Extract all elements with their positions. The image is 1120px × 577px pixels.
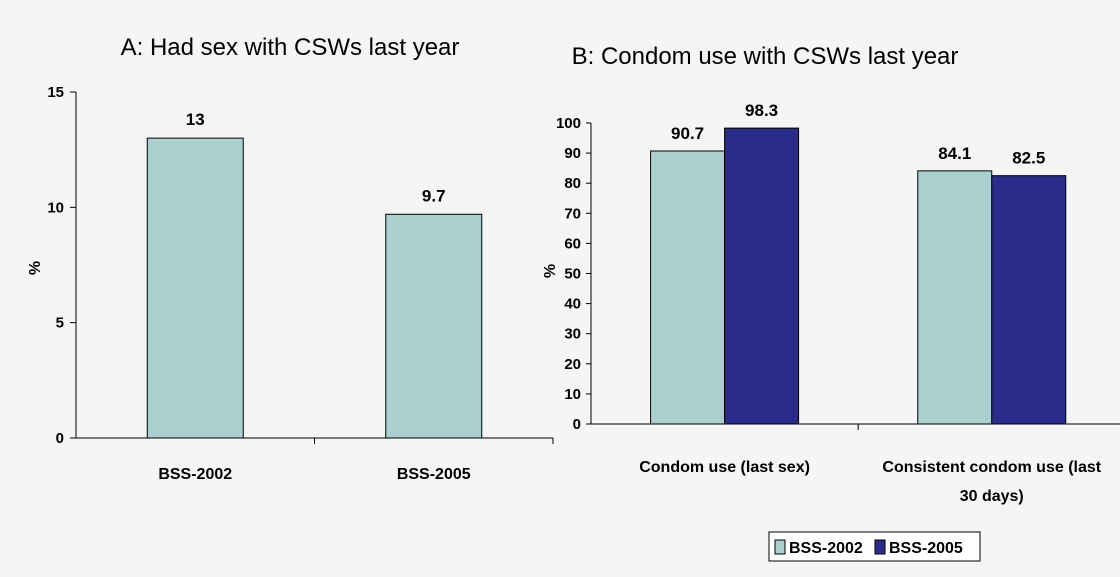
chart-b-legend-swatch [874, 539, 886, 555]
chart-b-legend-swatch [774, 539, 786, 555]
chart-b-category-label: Consistent condom use (last [882, 459, 1101, 476]
chart-a-data-label: 13 [186, 110, 205, 129]
chart-b-data-label: 82.5 [1012, 149, 1045, 168]
chart-b-y-tick-label: 70 [564, 205, 581, 222]
chart-a-data-label: 9.7 [422, 186, 446, 205]
chart-a: A: Had sex with CSWs last year % 139.7 0… [27, 34, 554, 483]
chart-b-category-labels: Condom use (last sex) Consistent condom u… [639, 459, 1102, 505]
chart-b-data-label: 84.1 [938, 144, 971, 163]
chart-a-bar [385, 213, 483, 439]
chart-b-y-tick-label: 60 [564, 235, 581, 252]
chart-b-y-tick-label: 90 [564, 145, 581, 162]
chart-b-bars [650, 127, 1067, 425]
chart-a-bar [146, 137, 244, 439]
chart-a-category-labels: BSS-2002 BSS-2005 [158, 466, 470, 483]
chart-a-bars [146, 137, 483, 439]
chart-b-y-tick-label: 40 [564, 296, 581, 313]
chart-b-title: B: Condom use with CSWs last year [572, 43, 959, 70]
chart-a-tick-labels: 0 5 10 15 [47, 84, 64, 447]
chart-b-data-label: 98.3 [745, 101, 778, 120]
chart-b-y-tick-label: 50 [564, 266, 581, 283]
chart-b-data-labels: 90.7 84.1 98.3 82.5 [671, 101, 1045, 168]
chart-a-y-axis-label: % [27, 261, 44, 275]
chart-a-category-label: BSS-2005 [397, 466, 471, 483]
chart-b-bar-bss-2002 [650, 150, 726, 425]
chart-a-y-tick-label: 0 [56, 430, 64, 447]
chart-b-y-tick-label: 10 [564, 386, 581, 403]
chart-b-legend-label: BSS-2002 [789, 540, 863, 557]
chart-b-bar-bss-2005 [724, 127, 800, 425]
chart-b-y-tick-label: 20 [564, 356, 581, 373]
chart-b: B: Condom use with CSWs last year % 90.7… [542, 43, 1120, 562]
chart-b-legend: BSS-2002 BSS-2005 [768, 531, 981, 562]
chart-a-y-tick-label: 10 [47, 199, 64, 216]
chart-a-y-tick-label: 5 [56, 315, 64, 332]
chart-b-bar-bss-2002 [917, 170, 993, 425]
chart-b-y-axis-label: % [542, 264, 559, 278]
chart-a-category-label: BSS-2002 [158, 466, 232, 483]
chart-b-data-label: 90.7 [671, 124, 704, 143]
chart-b-y-tick-label: 100 [556, 115, 581, 132]
chart-b-category-label: 30 days) [960, 488, 1024, 505]
chart-a-title: A: Had sex with CSWs last year [121, 34, 460, 61]
chart-b-y-tick-label: 0 [573, 416, 581, 433]
chart-b-legend-label: BSS-2005 [889, 540, 963, 557]
chart-a-y-tick-label: 15 [47, 84, 64, 101]
chart-b-tick-labels: 0 10 20 30 40 50 60 70 80 90 100 [556, 115, 581, 433]
chart-b-category-label: Condom use (last sex) [639, 459, 810, 476]
chart-b-y-tick-label: 80 [564, 175, 581, 192]
chart-a-data-labels: 139.7 [186, 110, 446, 205]
chart-b-y-tick-label: 30 [564, 326, 581, 343]
chart-b-bar-bss-2005 [991, 175, 1067, 425]
